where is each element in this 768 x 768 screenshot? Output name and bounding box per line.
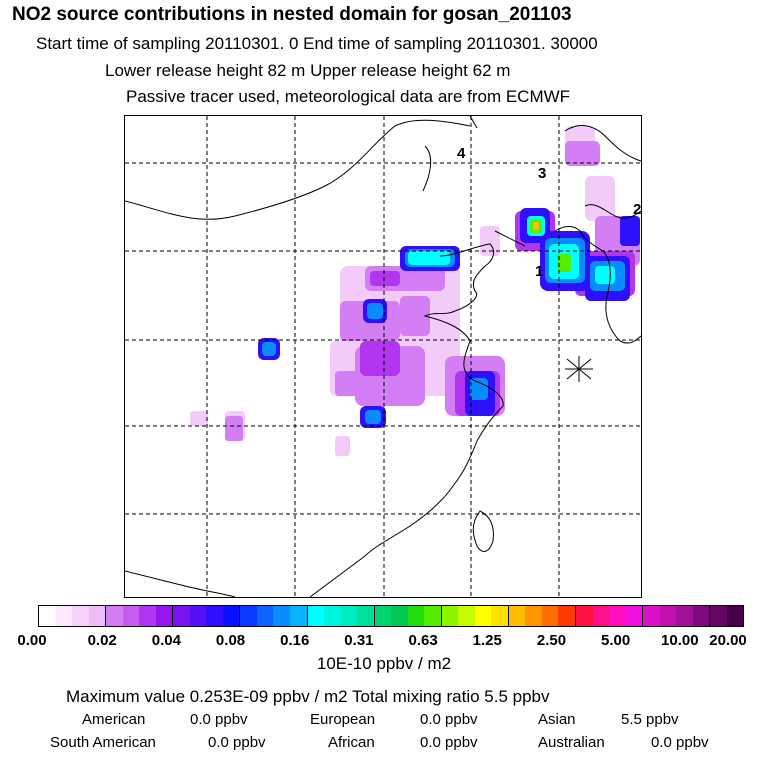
south-american-label: South American — [50, 734, 156, 751]
colorbar-swatch — [710, 606, 727, 626]
colorbar-swatch — [273, 606, 290, 626]
colorbar-swatch — [458, 606, 475, 626]
european-label: European — [310, 711, 376, 728]
colorbar-swatch — [206, 606, 223, 626]
colorbar-swatch — [508, 606, 526, 626]
colorbar-tick-label: 1.25 — [472, 632, 502, 649]
max-value-line: Maximum value 0.253E-09 ppbv / m2 Total … — [66, 687, 550, 706]
colorbar-tick-label: 10.00 — [661, 632, 699, 649]
colorbar-swatch — [289, 606, 308, 626]
colorbar-tick-label: 0.00 — [17, 632, 47, 649]
colorbar-tick-label: 0.08 — [215, 632, 246, 649]
colorbar-swatch — [72, 606, 89, 626]
african-value: 0.0 ppbv — [420, 734, 478, 751]
colorbar-swatch — [189, 606, 207, 626]
colorbar-tick-label: 0.16 — [280, 632, 310, 649]
colorbar-swatch — [592, 606, 610, 626]
american-label: American — [82, 711, 146, 728]
colorbar-swatch — [139, 606, 156, 626]
colorbar-swatch — [106, 606, 123, 626]
colorbar-swatch — [726, 606, 744, 626]
australian-value: 0.0 ppbv — [651, 734, 709, 751]
colorbar-swatch — [491, 606, 509, 626]
region-label-3: 3 — [538, 165, 546, 182]
colorbar-swatch — [541, 606, 559, 626]
colorbar-swatch — [324, 606, 341, 626]
map-canvas: 4 3 2 1 — [125, 116, 641, 597]
colorbar-tick-label: 5.00 — [601, 632, 631, 649]
region-label-1: 1 — [535, 263, 543, 280]
concentration-field — [190, 126, 640, 456]
colorbar-swatch — [357, 606, 375, 626]
graticule — [125, 116, 641, 597]
colorbar-swatch — [55, 606, 73, 626]
colorbar-swatch — [692, 606, 711, 626]
african-label: African — [328, 734, 375, 751]
colorbar-unit: 10E-10 ppbv / m2 — [316, 654, 452, 673]
colorbar-swatch — [474, 606, 492, 626]
south-american-value: 0.0 ppbv — [208, 734, 266, 751]
asian-value: 5.5 ppbv — [621, 711, 679, 728]
colorbar — [38, 605, 744, 627]
page-title: NO2 source contributions in nested domai… — [12, 4, 572, 25]
colorbar-swatch — [374, 606, 392, 626]
region-label-4: 4 — [457, 145, 466, 162]
colorbar-swatch — [391, 606, 408, 626]
colorbar-swatch — [676, 606, 693, 626]
colorbar-swatch — [643, 606, 660, 626]
tracer-note: Passive tracer used, meteorological data… — [126, 87, 571, 106]
colorbar-swatch — [340, 606, 358, 626]
colorbar-swatch — [307, 606, 325, 626]
colorbar-tick-label: 2.50 — [536, 632, 567, 649]
european-value: 0.0 ppbv — [420, 711, 478, 728]
colorbar-swatch — [441, 606, 459, 626]
region-label-2: 2 — [633, 201, 641, 218]
asian-label: Asian — [538, 711, 576, 728]
colorbar-tick-label: 0.31 — [344, 632, 374, 649]
colorbar-swatch — [88, 606, 107, 626]
coastlines — [125, 116, 641, 597]
colorbar-tick-label: 0.63 — [408, 632, 438, 649]
colorbar-swatch — [39, 606, 56, 626]
sampling-times: Start time of sampling 20110301. 0 End t… — [36, 34, 598, 53]
american-value: 0.0 ppbv — [190, 711, 248, 728]
colorbar-swatch — [407, 606, 425, 626]
colorbar-tick-label: 0.04 — [151, 632, 181, 649]
colorbar-swatch — [625, 606, 644, 626]
colorbar-swatch — [424, 606, 442, 626]
colorbar-swatch — [222, 606, 241, 626]
colorbar-swatch — [525, 606, 542, 626]
colorbar-swatch — [659, 606, 677, 626]
colorbar-swatch — [240, 606, 257, 626]
map-panel: 4 3 2 1 — [124, 115, 642, 598]
colorbar-swatch — [576, 606, 593, 626]
colorbar-swatch — [122, 606, 140, 626]
colorbar-swatch — [609, 606, 626, 626]
receptor-star-icon — [565, 356, 593, 382]
colorbar-swatch — [558, 606, 576, 626]
australian-label: Australian — [538, 734, 605, 751]
colorbar-tick-label: 20.00 — [709, 632, 747, 649]
release-heights: Lower release height 82 m Upper release … — [105, 61, 511, 80]
colorbar-swatch — [173, 606, 190, 626]
colorbar-swatch — [155, 606, 174, 626]
colorbar-swatch — [256, 606, 274, 626]
colorbar-tick-label: 0.02 — [87, 632, 117, 649]
